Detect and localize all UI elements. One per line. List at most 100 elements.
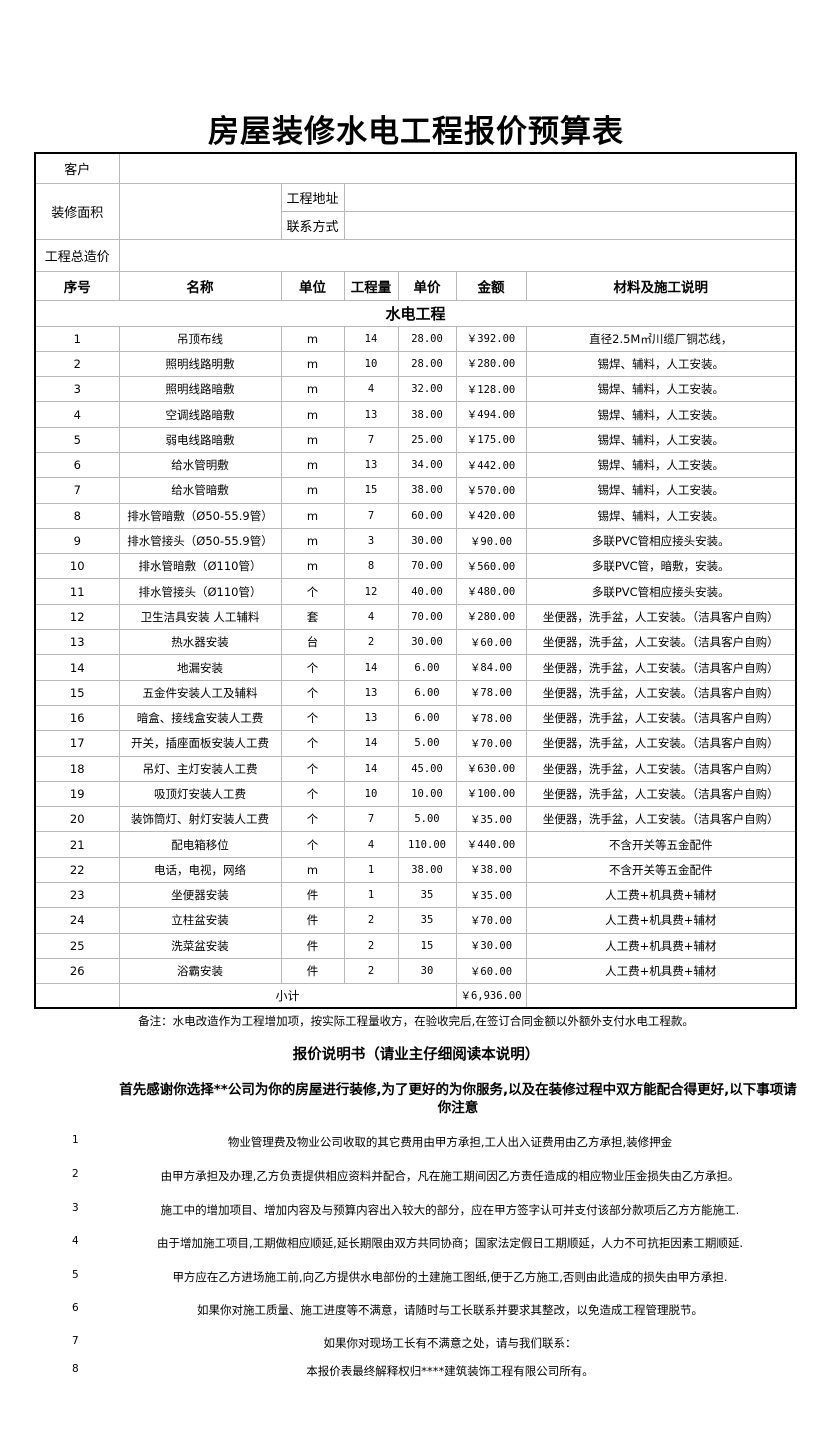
col-qty: 工程量 bbox=[343, 270, 399, 301]
cell-amount: ￥280.00 bbox=[455, 603, 527, 631]
cell-name: 给水管明敷 bbox=[118, 451, 282, 479]
cell-amount: ￥35.00 bbox=[455, 882, 527, 909]
total-field[interactable] bbox=[118, 238, 797, 272]
cell-desc: 直径2.5M㎡川缆厂铜芯线， bbox=[525, 325, 797, 352]
remark: 备注：水电改造作为工程增加项，按实际工程量收方，在验收完后,在签订合同金额以外额… bbox=[138, 1014, 694, 1028]
table-row: 3 照明线路暗敷 m 4 32.00 ￥128.00 锡焊、辅料，人工安装。 bbox=[34, 376, 797, 403]
cell-amount: ￥440.00 bbox=[455, 831, 527, 858]
table-row: 15 五金件安装人工及辅料个 13 6.00 ￥78.00 坐便器，洗手盆，人工安装。（洁… bbox=[34, 679, 797, 706]
col-unit: 单位 bbox=[280, 270, 345, 301]
cell-name: 装饰筒灯、射灯安装人工费 bbox=[118, 806, 282, 833]
contact-label: 联系方式 bbox=[280, 210, 345, 240]
cell-amount: ￥84.00 bbox=[455, 654, 527, 681]
cell-qty: 14 bbox=[343, 755, 399, 782]
item-text: 甲方应在乙方进场施工前,向乙方提供水电部份的土建施工图纸,便于乙方施工,否则由此… bbox=[172, 1270, 728, 1284]
table-row: 19 吸顶灯安装人工费个 10 10.00 ￥100.00 坐便器，洗手盆，人工安装。（洁… bbox=[34, 780, 797, 808]
cell-seq: 23 bbox=[34, 882, 120, 909]
area-field[interactable] bbox=[118, 182, 282, 240]
item-number: 1 bbox=[72, 1134, 79, 1146]
cell-name: 吸顶灯安装人工费 bbox=[118, 780, 282, 808]
cell-seq: 26 bbox=[34, 957, 120, 985]
table-row: 14 地漏安装个 14 6.00 ￥84.00 坐便器，洗手盆，人工安装。（洁具客户自购） bbox=[34, 654, 797, 681]
cell-desc: 锡焊、辅料，人工安装。 bbox=[525, 502, 797, 529]
cell-seq: 25 bbox=[34, 932, 120, 959]
cell-qty: 14 bbox=[343, 730, 399, 757]
col-desc: 材料及施工说明 bbox=[525, 270, 797, 301]
cell-desc: 锡焊、辅料，人工安装。 bbox=[525, 477, 797, 504]
cell-unit: m bbox=[280, 553, 345, 580]
cell-desc: 不含开关等五金配件 bbox=[525, 856, 797, 884]
cell-desc: 人工费+机具费+辅材 bbox=[525, 957, 797, 985]
cell-seq: 14 bbox=[34, 654, 120, 681]
cell-unit: 个 bbox=[280, 806, 345, 833]
cell-price: 70.00 bbox=[397, 553, 457, 580]
cell-price: 60.00 bbox=[397, 502, 457, 529]
cell-seq: 15 bbox=[34, 679, 120, 706]
cell-qty: 3 bbox=[343, 527, 399, 555]
cell-name: 给水管暗敷 bbox=[118, 477, 282, 504]
cell-amount: ￥280.00 bbox=[455, 350, 527, 378]
table-row: 25 洗菜盆安装件 2 15 ￥30.00 人工费+机具费+辅材 bbox=[34, 932, 797, 959]
cell-price: 38.00 bbox=[397, 856, 457, 884]
cell-qty: 7 bbox=[343, 426, 399, 453]
cell-seq: 11 bbox=[34, 578, 120, 605]
cell-qty: 2 bbox=[343, 932, 399, 959]
subtotal-label: 小计 bbox=[118, 983, 457, 1009]
cell-price: 38.00 bbox=[397, 401, 457, 428]
cell-seq: 1 bbox=[34, 325, 120, 352]
cell-amount: ￥100.00 bbox=[455, 780, 527, 808]
cell-seq: 19 bbox=[34, 780, 120, 808]
cell-seq: 2 bbox=[34, 350, 120, 378]
cell-qty: 8 bbox=[343, 553, 399, 580]
cell-unit: 个 bbox=[280, 755, 345, 782]
cell-price: 5.00 bbox=[397, 730, 457, 757]
address-label: 工程地址 bbox=[280, 182, 345, 212]
cell-amount: ￥38.00 bbox=[455, 856, 527, 884]
cell-name: 卫生洁具安装 人工辅料 bbox=[118, 603, 282, 631]
cell-amount: ￥35.00 bbox=[455, 806, 527, 833]
cell-qty: 1 bbox=[343, 882, 399, 909]
cell-seq: 16 bbox=[34, 704, 120, 732]
table-row: 2 照明线路明敷 m 10 28.00 ￥280.00 锡焊、辅料，人工安装。 bbox=[34, 350, 797, 378]
cell-price: 6.00 bbox=[397, 679, 457, 706]
cell-price: 34.00 bbox=[397, 451, 457, 479]
cell-name: 洗菜盆安装 bbox=[118, 932, 282, 959]
table-row: 26 浴霸安装件 2 30 ￥60.00 人工费+机具费+辅材 bbox=[34, 957, 797, 985]
header-row: 序号 名称 单位 工程量 单价 金额 材料及施工说明 bbox=[34, 270, 797, 301]
cell-amount: ￥70.00 bbox=[455, 907, 527, 934]
section-title: 水电工程 bbox=[34, 299, 797, 327]
cell-price: 35 bbox=[397, 882, 457, 909]
address-field[interactable] bbox=[343, 182, 797, 212]
cell-unit: 个 bbox=[280, 654, 345, 681]
cell-price: 40.00 bbox=[397, 578, 457, 605]
cell-price: 28.00 bbox=[397, 325, 457, 352]
table-row: 10 排水管暗敷（Ø110管） m 8 70.00 ￥560.00 多联PVC管，暗敷，安装… bbox=[34, 553, 797, 580]
cell-seq: 10 bbox=[34, 553, 120, 580]
cell-qty: 13 bbox=[343, 401, 399, 428]
cell-qty: 4 bbox=[343, 831, 399, 858]
table-row: 23 坐便器安装件 1 35 ￥35.00 人工费+机具费+辅材 bbox=[34, 882, 797, 909]
total-label: 工程总造价 bbox=[34, 238, 120, 272]
cell-unit: 个 bbox=[280, 730, 345, 757]
table-row: 17 开关，插座面板安装人工费个 14 5.00 ￥70.00 坐便器，洗手盆，人工安装。… bbox=[34, 730, 797, 757]
cell-price: 32.00 bbox=[397, 376, 457, 403]
cell-price: 70.00 bbox=[397, 603, 457, 631]
item-number: 8 bbox=[72, 1363, 79, 1375]
customer-field[interactable] bbox=[118, 152, 797, 184]
cell-desc: 坐便器，洗手盆，人工安装。（洁具客户自购） bbox=[525, 806, 797, 833]
table-row: 1 吊顶布线 m 14 28.00 ￥392.00 直径2.5M㎡川缆厂铜芯线， bbox=[34, 325, 797, 352]
cell-unit: m bbox=[280, 502, 345, 529]
cell-desc: 坐便器，洗手盆，人工安装。（洁具客户自购） bbox=[525, 730, 797, 757]
cell-name: 空调线路暗敷 bbox=[118, 401, 282, 428]
contact-field[interactable] bbox=[343, 210, 797, 240]
cell-qty: 13 bbox=[343, 679, 399, 706]
cell-amount: ￥480.00 bbox=[455, 578, 527, 605]
cell-desc: 多联PVC管相应接头安装。 bbox=[525, 527, 797, 555]
cell-qty: 13 bbox=[343, 451, 399, 479]
cell-unit: m bbox=[280, 401, 345, 428]
col-amount: 金额 bbox=[455, 270, 527, 301]
cell-amount: ￥442.00 bbox=[455, 451, 527, 479]
cell-price: 6.00 bbox=[397, 654, 457, 681]
cell-amount: ￥90.00 bbox=[455, 527, 527, 555]
